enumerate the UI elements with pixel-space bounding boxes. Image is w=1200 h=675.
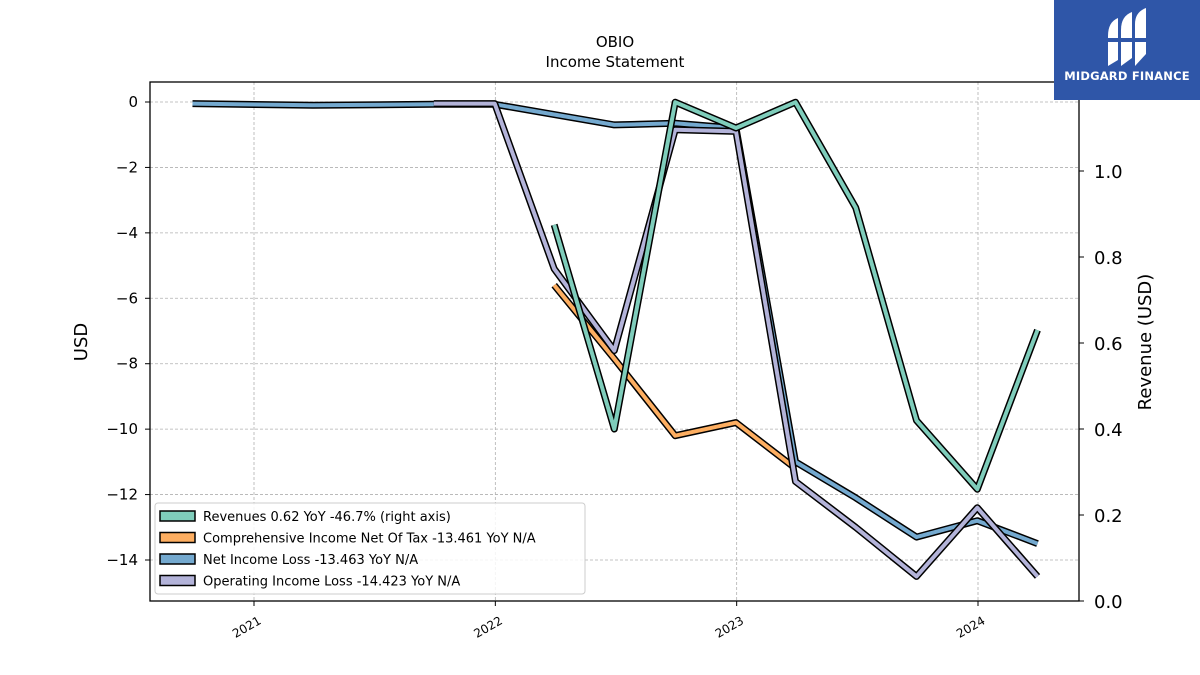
chart-subtitle: Income Statement — [546, 53, 685, 71]
y-right-tick-label: 0.0 — [1094, 592, 1123, 613]
series-line — [192, 101, 1039, 546]
legend-entry: Comprehensive Income Net Of Tax -13.461 … — [203, 532, 536, 547]
chart-title: OBIO — [596, 33, 634, 51]
legend-swatch — [159, 510, 196, 522]
y-right-tick-label: 0.2 — [1094, 506, 1123, 527]
midgard-finance-logo: MIDGARD FINANCE — [1054, 0, 1200, 100]
y-right-tick-label: 0.4 — [1094, 420, 1123, 441]
y-axis-label: USD — [71, 323, 92, 361]
series-2 — [551, 282, 798, 472]
y-tick-label: 0 — [128, 93, 138, 111]
x-tick-label: 2021 — [230, 613, 263, 640]
y-tick-label: −10 — [106, 420, 138, 438]
legend-entry: Operating Income Loss -14.423 YoY N/A — [203, 575, 460, 590]
y-axis-right-label: Revenue (USD) — [1135, 274, 1156, 411]
plot-frame — [149, 81, 1080, 602]
logo-text: MIDGARD FINANCE — [1064, 69, 1190, 83]
series-line — [552, 100, 1040, 492]
legend-swatch — [159, 574, 196, 587]
y-tick-label: −6 — [116, 289, 138, 307]
midgard-logo-mark-icon — [1106, 8, 1148, 66]
legend-box — [154, 502, 586, 595]
legend: Revenues 0.62 YoY -46.7% (right axis) Com… — [154, 502, 586, 595]
legend-entry: Revenues 0.62 YoY -46.7% (right axis) — [203, 510, 451, 525]
y-right-tick-label: 0.8 — [1094, 248, 1123, 269]
y-tick-label: −12 — [106, 486, 138, 504]
series-layer — [192, 98, 1041, 580]
x-tick-label: 2022 — [471, 613, 504, 640]
y-right-tick-label: 1.0 — [1094, 162, 1123, 183]
y-right-tick-label: 0.6 — [1094, 334, 1123, 355]
y-tick-label: −2 — [116, 158, 138, 176]
series-line-outline — [192, 100, 1039, 547]
x-tick-label: 2023 — [713, 613, 746, 640]
x-tick-label: 2024 — [954, 613, 987, 640]
y-tick-label: −14 — [106, 551, 138, 569]
series-3 — [192, 100, 1039, 547]
y-tick-label: −4 — [116, 224, 138, 242]
y-tick-label: −8 — [116, 355, 138, 373]
legend-entry: Net Income Loss -13.463 YoY N/A — [203, 553, 418, 568]
series-line — [552, 283, 797, 470]
legend-swatch — [159, 531, 196, 544]
series-1 — [550, 98, 1041, 493]
legend-swatch — [159, 553, 196, 565]
